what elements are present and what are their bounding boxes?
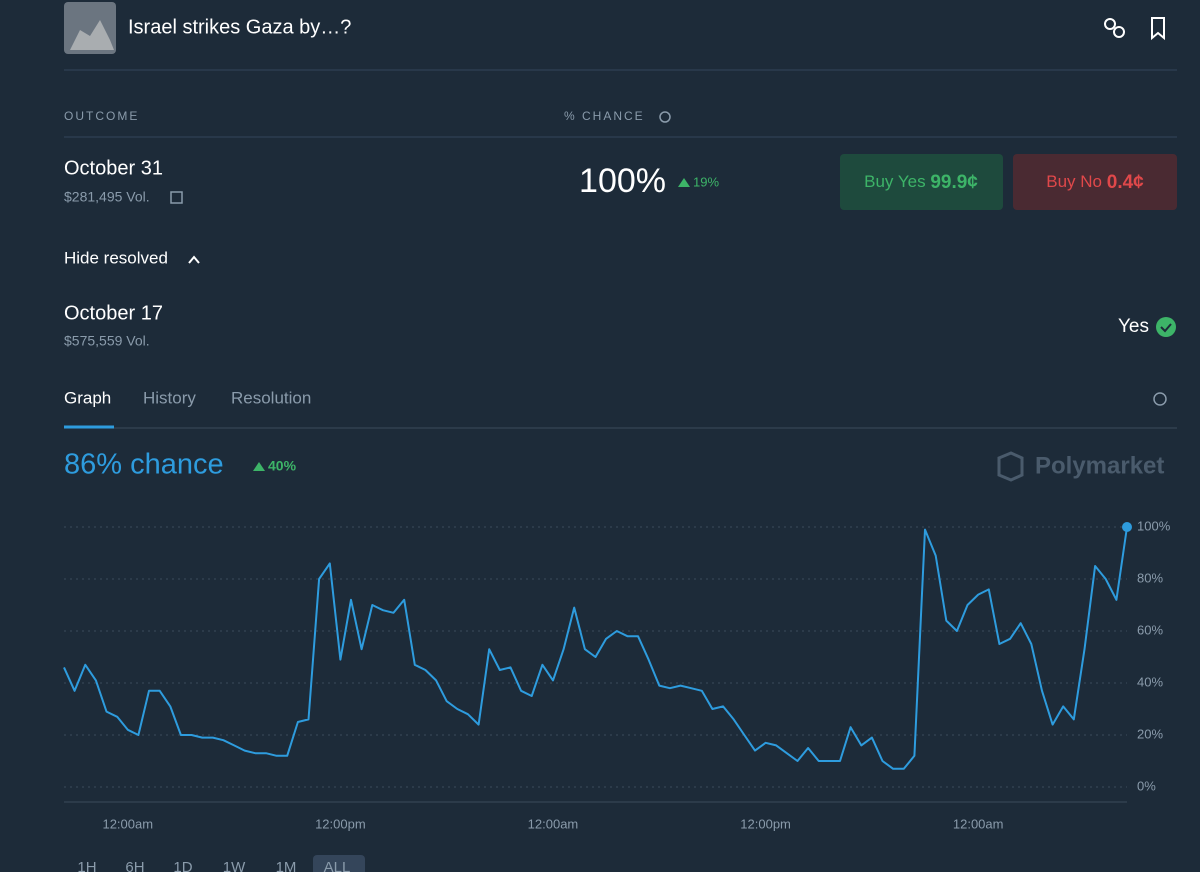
buy-yes-label[interactable]: Buy Yes <box>864 172 925 191</box>
x-tick-label: 12:00pm <box>315 816 366 831</box>
buy-yes-button[interactable] <box>840 154 1003 210</box>
column-header: OUTCOME <box>64 109 139 123</box>
y-tick-label: 60% <box>1137 622 1163 637</box>
brand-logo <box>997 451 1024 482</box>
check-mark <box>1160 323 1172 333</box>
outcome-chance: 100% <box>579 162 666 200</box>
up-arrow <box>253 462 265 471</box>
hide-resolved[interactable]: Hide resolved <box>64 248 168 267</box>
y-tick-label: 80% <box>1137 570 1163 585</box>
outcome-change: 19% <box>693 174 719 189</box>
outcome-name: October 31 <box>64 157 163 179</box>
tab[interactable]: History <box>143 388 196 407</box>
range-button[interactable]: ALL <box>324 859 351 872</box>
buy-no-button[interactable] <box>1013 154 1177 210</box>
headline-change: 40% <box>268 458 297 474</box>
x-tick-label: 12:00am <box>528 816 579 831</box>
range-button[interactable]: 6H <box>125 859 144 872</box>
buy-no[interactable]: Buy No 0.4¢ <box>1046 172 1144 193</box>
range-button[interactable]: 1D <box>173 859 192 872</box>
x-tick-label: 12:00am <box>953 816 1004 831</box>
bookmark-icon[interactable] <box>1151 17 1165 41</box>
tab[interactable]: Resolution <box>231 388 311 407</box>
last-point <box>1122 522 1132 532</box>
outcome-volume: $281,495 Vol. <box>64 189 150 205</box>
x-tick-label: 12:00am <box>102 816 153 831</box>
range-button[interactable]: 1W <box>223 859 246 872</box>
buy-no-label[interactable]: Buy No <box>1046 172 1102 191</box>
y-tick-label: 20% <box>1137 726 1163 741</box>
refresh-icon[interactable] <box>1153 392 1167 406</box>
brand-name: Polymarket <box>1035 452 1164 479</box>
column-header: % CHANCE <box>564 109 645 123</box>
buy-yes[interactable]: Buy Yes 99.9¢ <box>864 172 978 193</box>
y-tick-label: 40% <box>1137 674 1163 689</box>
buy-no-price[interactable]: 0.4¢ <box>1107 172 1144 193</box>
outcome-volume: $575,559 Vol. <box>64 333 150 349</box>
refresh-icon[interactable] <box>659 111 671 123</box>
range-button[interactable]: 1H <box>77 859 96 872</box>
line-series <box>63 526 1128 770</box>
chevron-icon[interactable] <box>188 255 200 264</box>
market-image-detail <box>70 20 114 50</box>
resolved-result: Yes <box>1118 316 1149 337</box>
range-button[interactable]: 1M <box>276 859 297 872</box>
x-tick-label: 12:00pm <box>740 816 791 831</box>
market-title: Israel strikes Gaza by…? <box>128 16 351 38</box>
outcome-name: October 17 <box>64 302 163 324</box>
up-arrow <box>678 178 690 187</box>
link-icon[interactable] <box>1104 18 1125 38</box>
y-tick-label: 100% <box>1137 518 1171 533</box>
buy-yes-price[interactable]: 99.9¢ <box>930 172 978 193</box>
gift-icon <box>170 191 183 204</box>
range-active[interactable] <box>313 855 365 872</box>
y-tick-label: 0% <box>1137 778 1156 793</box>
headline-chance: 86% chance <box>64 449 224 481</box>
tab-active[interactable]: Graph <box>64 388 111 407</box>
check-icon <box>1156 317 1176 337</box>
